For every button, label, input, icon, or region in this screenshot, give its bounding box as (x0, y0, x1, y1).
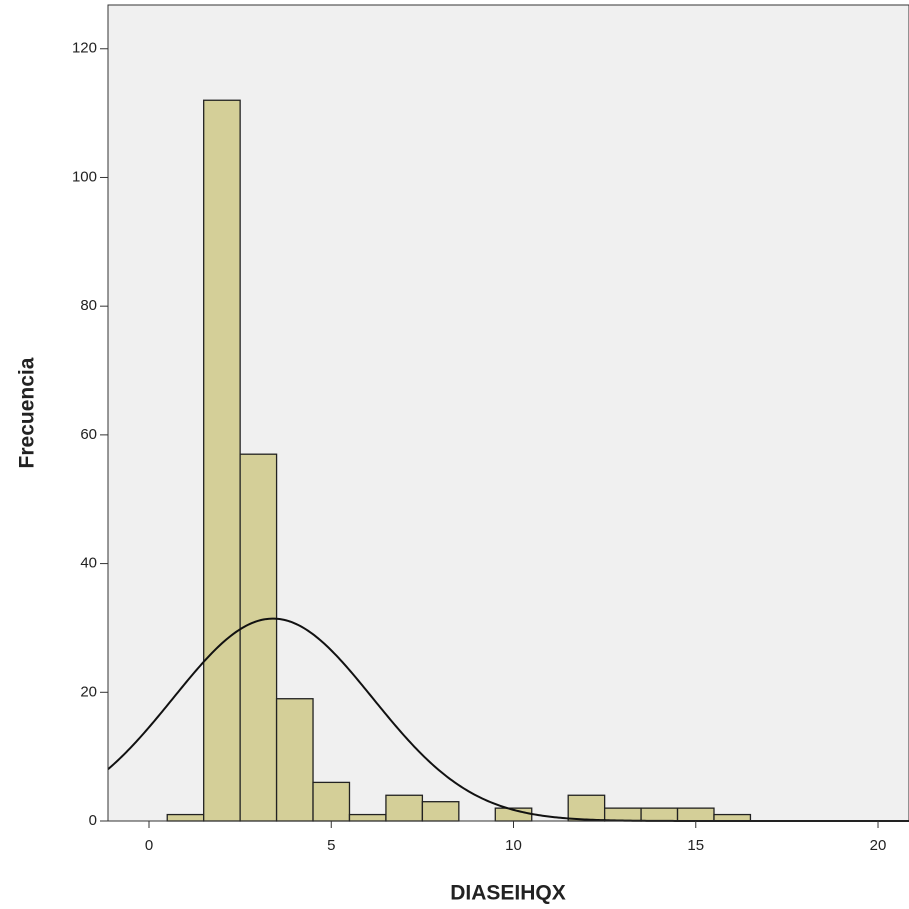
bar (348, 813, 387, 822)
bar (312, 781, 351, 822)
y-axis-label: Frecuencia (16, 357, 39, 468)
y-tick-label: 120 (72, 40, 97, 57)
y-tick-label: 60 (80, 426, 97, 443)
x-tick-label: 15 (687, 837, 704, 854)
x-axis-label: DIASEIHQX (450, 882, 566, 905)
bar (239, 453, 278, 822)
bar (676, 807, 715, 822)
x-tick-label: 0 (145, 837, 153, 854)
x-tick-label: 10 (505, 837, 522, 854)
bar (203, 99, 241, 822)
bar (385, 794, 424, 822)
bar (275, 698, 314, 822)
bar (166, 813, 205, 822)
x-tick-label: 20 (870, 837, 887, 854)
bar (421, 801, 460, 822)
y-tick-label: 40 (80, 555, 97, 572)
y-tick-label: 0 (89, 812, 97, 829)
y-tick-label: 100 (72, 168, 97, 185)
y-tick-label: 80 (80, 297, 97, 314)
bar (640, 807, 679, 822)
x-tick-label: 5 (327, 837, 335, 854)
bar (603, 807, 642, 822)
bar (567, 794, 606, 822)
y-tick-label: 20 (80, 683, 97, 700)
